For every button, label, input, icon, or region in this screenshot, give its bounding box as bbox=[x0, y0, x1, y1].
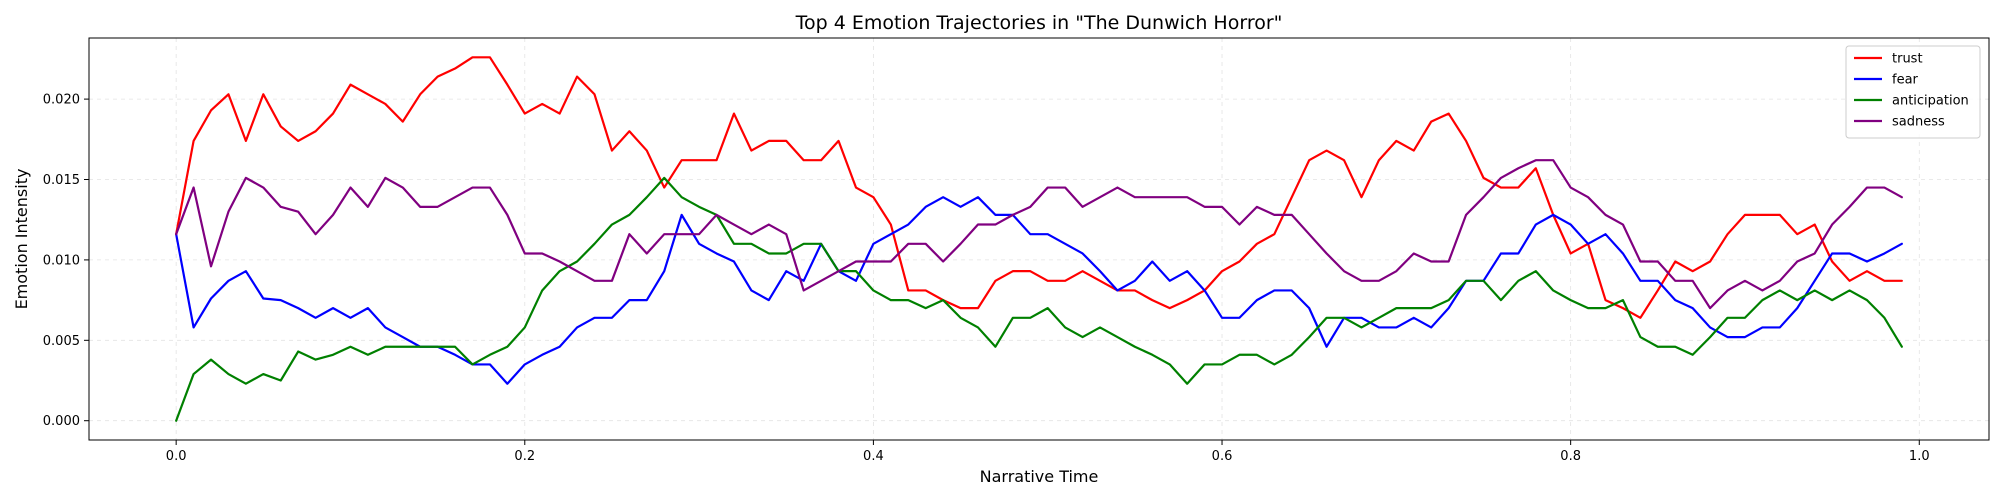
x-axis-ticks: 0.0 0.2 0.4 0.6 0.8 1.0 bbox=[166, 440, 1930, 464]
x-tick-label: 1.0 bbox=[1909, 449, 1930, 464]
x-axis-label: Narrative Time bbox=[980, 467, 1099, 486]
legend-label-trust: trust bbox=[1892, 52, 1923, 67]
legend-box bbox=[1845, 45, 1981, 139]
series-line-anticipation bbox=[175, 176, 1903, 422]
x-tick-label: 0.8 bbox=[1560, 449, 1581, 464]
series-lines bbox=[175, 56, 1903, 422]
x-tick-label: 0.6 bbox=[1212, 449, 1233, 464]
y-tick-label: 0.010 bbox=[43, 253, 80, 268]
legend-label-fear: fear bbox=[1892, 73, 1919, 88]
x-tick-label: 0.2 bbox=[514, 449, 535, 464]
y-tick-label: 0.015 bbox=[43, 173, 80, 188]
y-tick-label: 0.020 bbox=[43, 93, 80, 108]
legend: trust fear anticipation sadness bbox=[1845, 45, 1981, 139]
legend-label-anticipation: anticipation bbox=[1892, 94, 1969, 109]
y-axis-ticks: 0.000 0.005 0.010 0.015 0.020 bbox=[43, 93, 89, 429]
y-axis-label: Emotion Intensity bbox=[12, 169, 31, 310]
series-line-trust bbox=[175, 56, 1903, 319]
plot-frame bbox=[88, 37, 1990, 441]
y-tick-label: 0.000 bbox=[43, 414, 80, 429]
series-line-sadness bbox=[175, 159, 1903, 310]
legend-label-sadness: sadness bbox=[1892, 115, 1945, 130]
series-line-fear bbox=[175, 196, 1903, 385]
x-tick-label: 0.4 bbox=[863, 449, 884, 464]
y-tick-label: 0.005 bbox=[43, 334, 80, 349]
x-tick-label: 0.0 bbox=[166, 449, 187, 464]
chart-title: Top 4 Emotion Trajectories in "The Dunwi… bbox=[795, 12, 1283, 34]
